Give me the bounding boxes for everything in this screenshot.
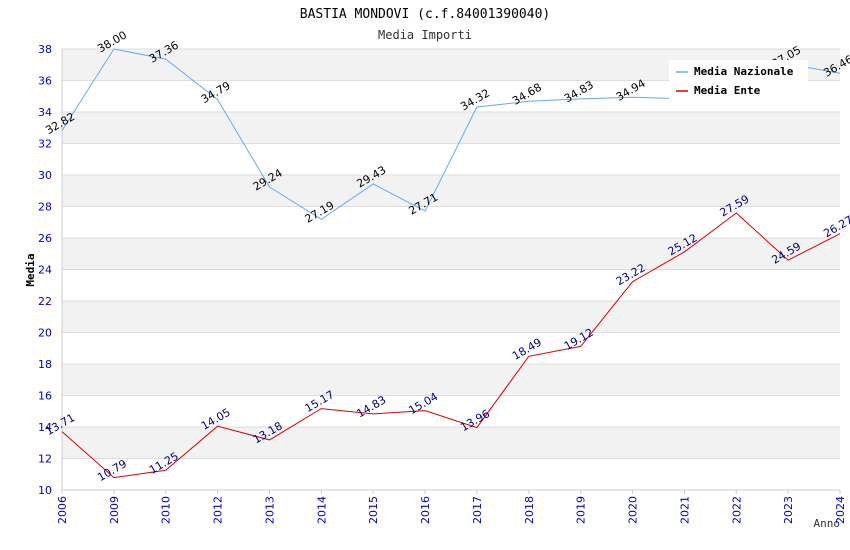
x-tick-label: 2022 [730,496,743,524]
data-label: 14.83 [355,393,389,420]
legend: Media Nazionale Media Ente [669,60,808,102]
x-tick-label: 2021 [678,496,691,524]
grid-band [62,364,840,396]
y-tick-label: 26 [38,232,52,245]
data-label: 10.79 [95,457,129,484]
x-tick-label: 2017 [471,496,484,524]
grid-band [62,301,840,333]
y-tick-label: 12 [38,453,52,466]
legend-box [669,60,808,102]
y-tick-label: 10 [38,484,52,497]
data-label: 34.68 [510,81,544,108]
y-tick-label: 22 [38,295,52,308]
grid-band [62,238,840,270]
y-tick-labels: 10 12 14 16 18 20 22 24 26 28 30 32 34 36 38 [38,43,52,497]
y-tick-label: 14 [38,421,52,434]
x-tick-label: 2006 [56,496,69,524]
grid-band [62,175,840,207]
x-axis-label: Anno [814,517,841,530]
y-axis-label: Media [24,253,37,286]
y-tick-label: 20 [38,327,52,340]
grid-lines [62,48,840,491]
y-tick-label: 38 [38,43,52,56]
x-tick-label: 2014 [315,496,328,524]
grid-band [62,427,840,459]
y-tick-label: 32 [38,138,52,151]
series-line-media-ente [61,212,841,479]
y-tick-label: 34 [38,106,52,119]
x-tick-label: 2016 [419,496,432,524]
data-label: 34.79 [199,79,233,106]
x-tick-label: 2015 [367,496,380,524]
y-tick-label: 16 [38,390,52,403]
y-tick-label: 30 [38,169,52,182]
grid-bands [62,49,840,459]
x-tick-label: 2018 [523,496,536,524]
y-tick-label: 24 [38,264,52,277]
x-tick-label: 2023 [782,496,795,524]
x-tick-label: 2019 [575,496,588,524]
y-tick-label: 18 [38,358,52,371]
x-tick-label: 2013 [263,496,276,524]
y-tick-label: 28 [38,201,52,214]
chart-subtitle: Media Importi [378,28,472,42]
data-label: 34.83 [562,78,596,105]
x-tick-label: 2020 [627,496,640,524]
x-tick-label: 2024 [834,496,847,524]
x-tick-labels: 2006 2009 2010 2012 2013 2014 2015 2016 2017 2018… [56,490,847,524]
grid-band [62,112,840,144]
y-tick-label: 36 [38,75,52,88]
x-tick-label: 2009 [108,496,121,524]
x-tick-label: 2012 [212,496,225,524]
x-tick-label: 2010 [160,496,173,524]
legend-label-media-ente: Media Ente [694,84,761,97]
chart-title: BASTIA MONDOVI (c.f.84001390040) [300,7,550,22]
legend-label-media-nazionale: Media Nazionale [694,65,794,78]
